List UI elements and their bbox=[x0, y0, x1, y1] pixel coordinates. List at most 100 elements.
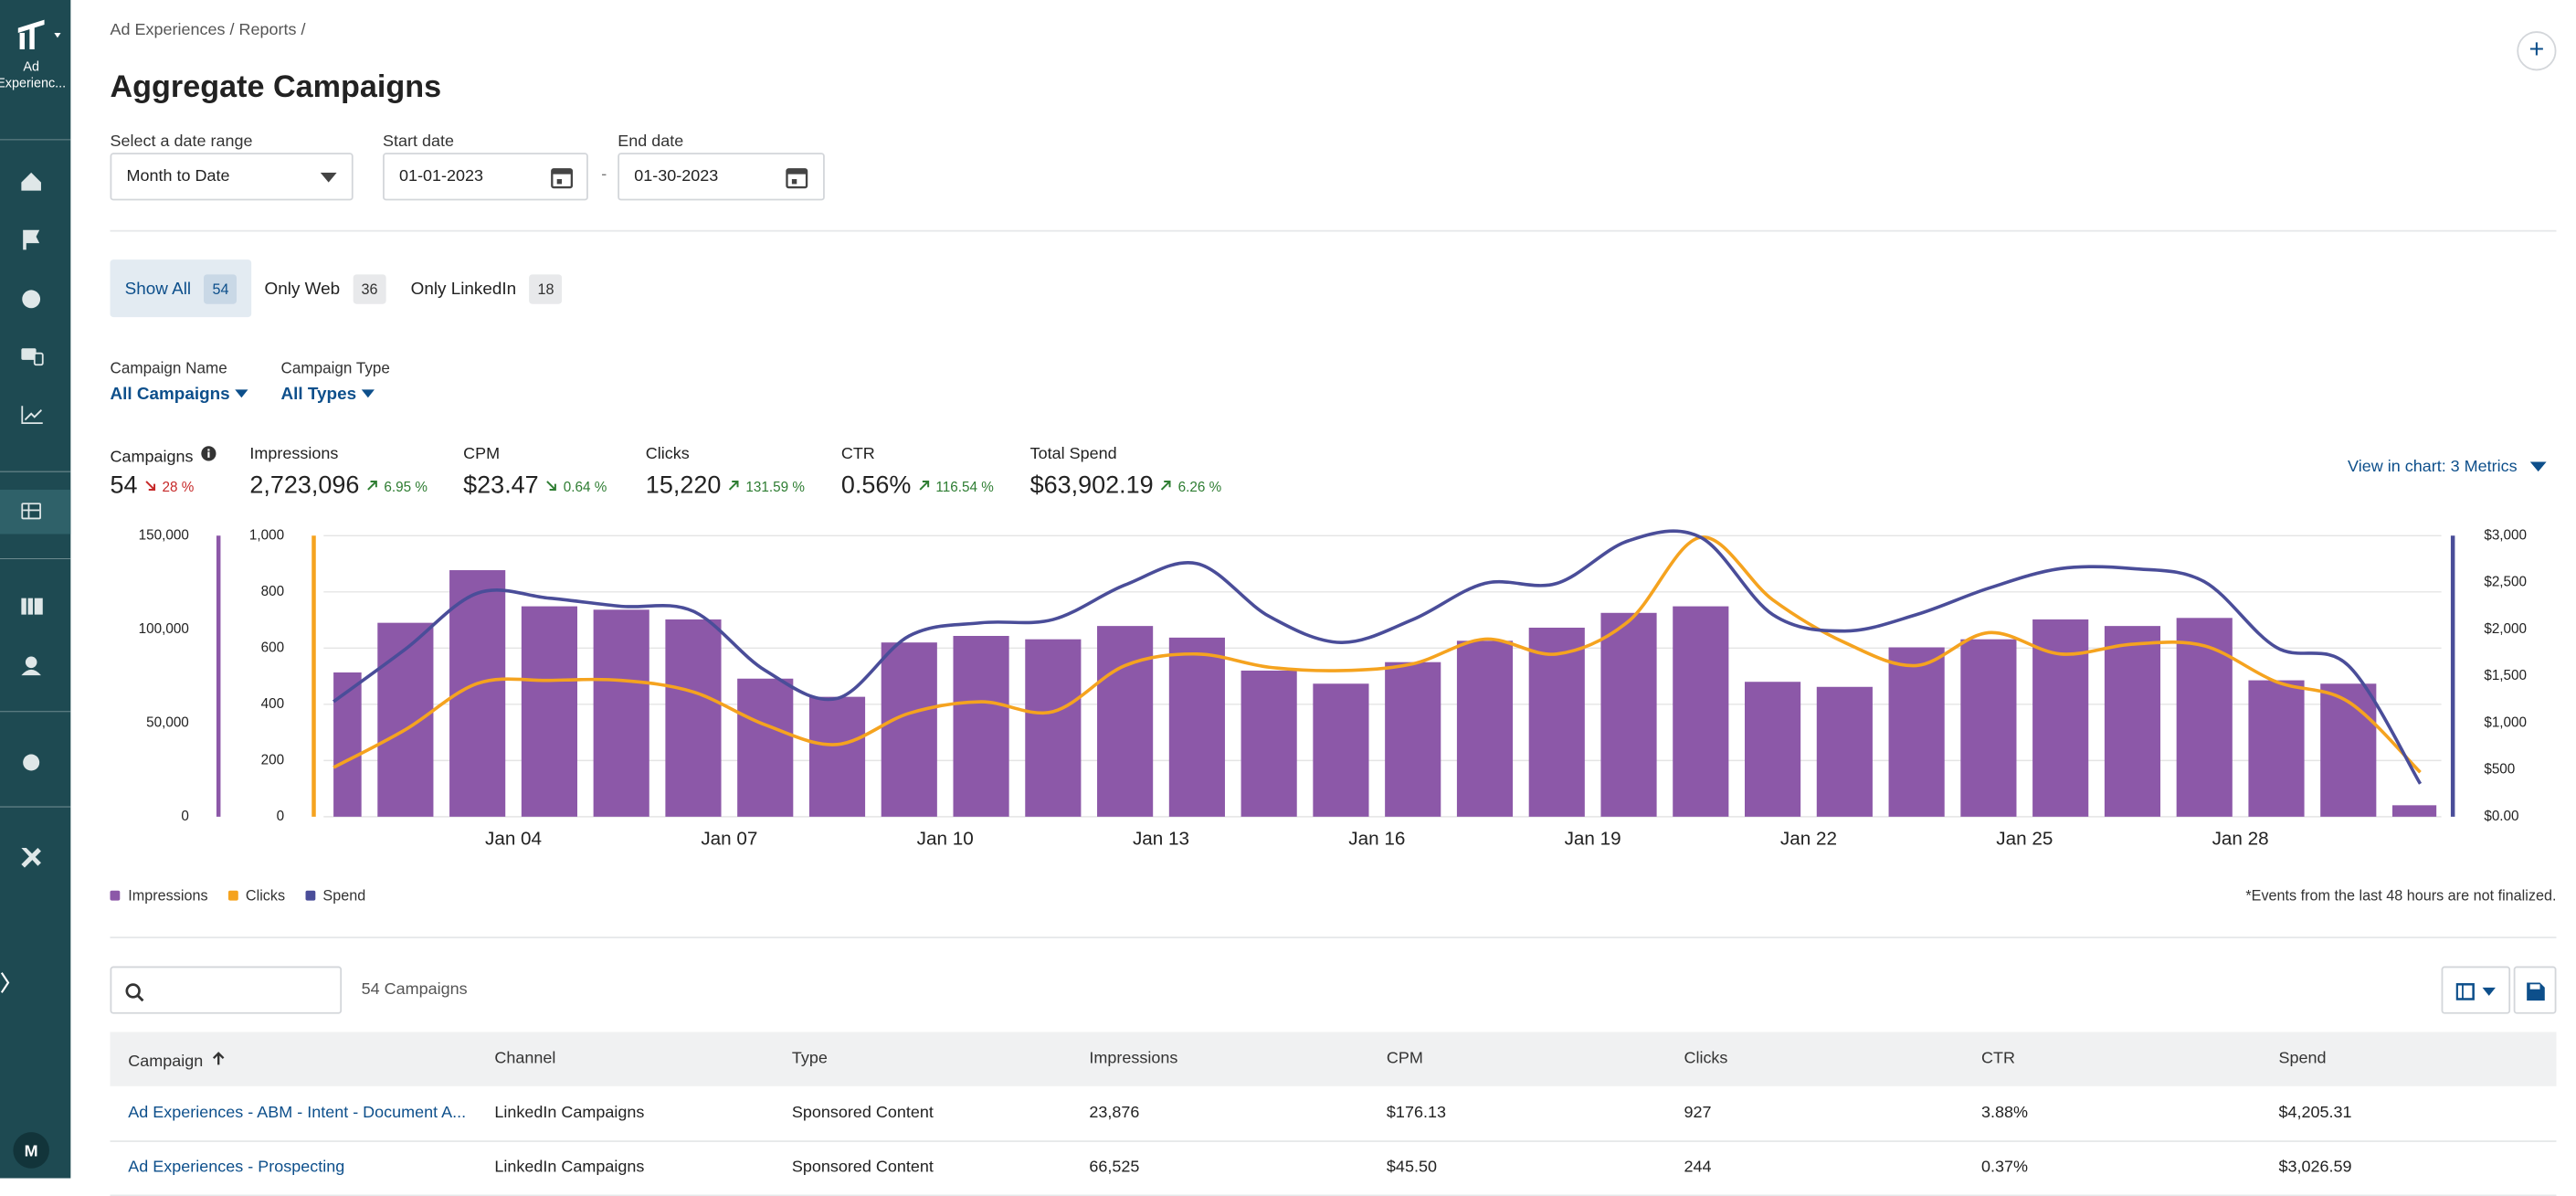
columns-icon bbox=[2455, 983, 2496, 1000]
column-header[interactable]: Channel bbox=[494, 1050, 556, 1069]
view-in-chart[interactable]: View in chart: 3 Metrics bbox=[2348, 459, 2547, 477]
caret bbox=[2529, 461, 2547, 472]
bar bbox=[881, 642, 937, 817]
bar bbox=[377, 622, 434, 817]
metric-change: 0.64 % bbox=[563, 477, 607, 494]
info-icon[interactable] bbox=[193, 445, 216, 461]
legend-item[interactable]: Clicks bbox=[227, 887, 285, 904]
bar bbox=[737, 678, 794, 817]
save-icon bbox=[2527, 982, 2545, 1001]
tick-label: $0.00 bbox=[2484, 809, 2518, 824]
column-header[interactable]: Impressions bbox=[1089, 1050, 1178, 1069]
metric: 15,220 131.59 % bbox=[646, 471, 805, 500]
table-cell: $4,205.31 bbox=[2278, 1104, 2352, 1123]
sidebar-icons: Ad Experienc... M bbox=[0, 19, 71, 1169]
bar bbox=[665, 619, 722, 817]
filter-value[interactable]: All Campaigns bbox=[110, 385, 251, 404]
bar bbox=[1168, 637, 1225, 817]
tab[interactable]: Only LinkedIn 18 bbox=[396, 259, 576, 317]
column-header[interactable]: Spend bbox=[2278, 1050, 2327, 1069]
calendar-icon[interactable] bbox=[549, 164, 575, 191]
x-tick-label: Jan 13 bbox=[1133, 829, 1189, 850]
metric-label: Impressions bbox=[249, 445, 339, 464]
trend-arrow bbox=[1160, 480, 1171, 491]
legend-item[interactable]: Impressions bbox=[110, 887, 208, 905]
end-date-input[interactable]: 01-30-2023 bbox=[618, 153, 825, 201]
x-tick-label: Jan 22 bbox=[1780, 829, 1837, 850]
breadcrumb-item[interactable]: Ad Experiences bbox=[110, 21, 226, 40]
breadcrumb-item[interactable]: Reports bbox=[238, 21, 297, 40]
legend-swatch bbox=[227, 890, 238, 901]
table-cell: $45.50 bbox=[1386, 1158, 1437, 1177]
tab-label: Only LinkedIn bbox=[410, 278, 517, 299]
calendar-icon[interactable] bbox=[784, 164, 810, 191]
tick-label: $1,500 bbox=[2484, 668, 2527, 683]
bar bbox=[1240, 670, 1297, 817]
table-cell[interactable]: Ad Experiences - ABM - Intent - Document… bbox=[128, 1104, 467, 1123]
table-cell: 244 bbox=[1684, 1158, 1712, 1177]
save-button[interactable] bbox=[2513, 966, 2557, 1014]
filter-value[interactable]: All Types bbox=[281, 385, 378, 404]
tab[interactable]: Show All 54 bbox=[110, 259, 252, 318]
filter-label: Campaign Name bbox=[110, 359, 227, 378]
tick-label: $500 bbox=[2484, 762, 2515, 778]
metric-label: CPM bbox=[463, 445, 501, 464]
end-date-label: End date bbox=[618, 132, 684, 152]
metric-change: 6.26 % bbox=[1177, 477, 1222, 494]
tab[interactable]: Only Web 36 bbox=[249, 259, 400, 317]
legend-label: Impressions bbox=[128, 887, 208, 905]
column-header[interactable]: Type bbox=[791, 1050, 828, 1069]
line bbox=[333, 535, 2422, 774]
tick-label: 600 bbox=[261, 640, 284, 655]
column-header[interactable]: Clicks bbox=[1684, 1050, 1728, 1069]
bar bbox=[1888, 647, 1945, 817]
footnote: *Events from the last 48 hours are not f… bbox=[2245, 887, 2557, 905]
bar bbox=[808, 696, 866, 817]
bar bbox=[521, 606, 577, 817]
x-tick-label: Jan 19 bbox=[1565, 829, 1621, 850]
metric: $23.47 0.64 % bbox=[463, 471, 607, 500]
table-cell: Sponsored Content bbox=[791, 1158, 934, 1177]
sidebar: Ad Experienc... M bbox=[0, 0, 71, 1179]
tick-label: $2,500 bbox=[2484, 575, 2527, 590]
table-cell[interactable]: Ad Experiences - Prospecting bbox=[128, 1158, 345, 1177]
nav-selected-icon bbox=[23, 504, 40, 518]
table-cell: Sponsored Content bbox=[791, 1104, 934, 1123]
column-header[interactable]: CTR bbox=[1980, 1050, 2015, 1069]
tab-count: 36 bbox=[353, 273, 386, 303]
column-header[interactable]: Campaign bbox=[128, 1050, 229, 1072]
bar bbox=[1960, 639, 2017, 817]
table-cell: 66,525 bbox=[1089, 1158, 1140, 1177]
tick-label: 0 bbox=[277, 809, 285, 824]
caret bbox=[320, 172, 337, 183]
trend-arrow bbox=[728, 480, 739, 491]
bar bbox=[1816, 686, 1873, 817]
table-cell: $3,026.59 bbox=[2278, 1158, 2352, 1177]
x-tick-label: Jan 04 bbox=[485, 829, 542, 850]
tick-label: 1,000 bbox=[249, 527, 284, 543]
date-range-select[interactable]: Month to Date bbox=[110, 153, 354, 201]
table-cell: LinkedIn Campaigns bbox=[494, 1104, 645, 1123]
start-date-label: Start date bbox=[383, 132, 455, 152]
columns-button[interactable] bbox=[2441, 966, 2511, 1014]
app-label: Experienc... bbox=[0, 77, 66, 91]
bar bbox=[1097, 626, 1154, 817]
metric-value: 0.56% bbox=[840, 471, 912, 500]
search-input[interactable] bbox=[110, 966, 343, 1014]
trend-arrow bbox=[918, 480, 929, 491]
x-tick-label: Jan 10 bbox=[917, 829, 974, 850]
line bbox=[333, 529, 2423, 785]
x-tick-label: Jan 25 bbox=[1996, 829, 2053, 850]
legend-item[interactable]: Spend bbox=[304, 887, 365, 904]
metric: 54 28 % bbox=[110, 471, 194, 500]
add-button[interactable]: + bbox=[2517, 31, 2557, 71]
trend-arrow bbox=[144, 481, 155, 491]
metric-value: 2,723,096 bbox=[249, 471, 360, 500]
avatar[interactable] bbox=[13, 1132, 49, 1169]
column-header[interactable]: CPM bbox=[1386, 1050, 1423, 1069]
legend-swatch bbox=[110, 890, 121, 901]
tab-label: Show All bbox=[124, 278, 192, 299]
tick-label: 150,000 bbox=[139, 527, 189, 543]
start-date-input[interactable]: 01-01-2023 bbox=[383, 153, 588, 201]
